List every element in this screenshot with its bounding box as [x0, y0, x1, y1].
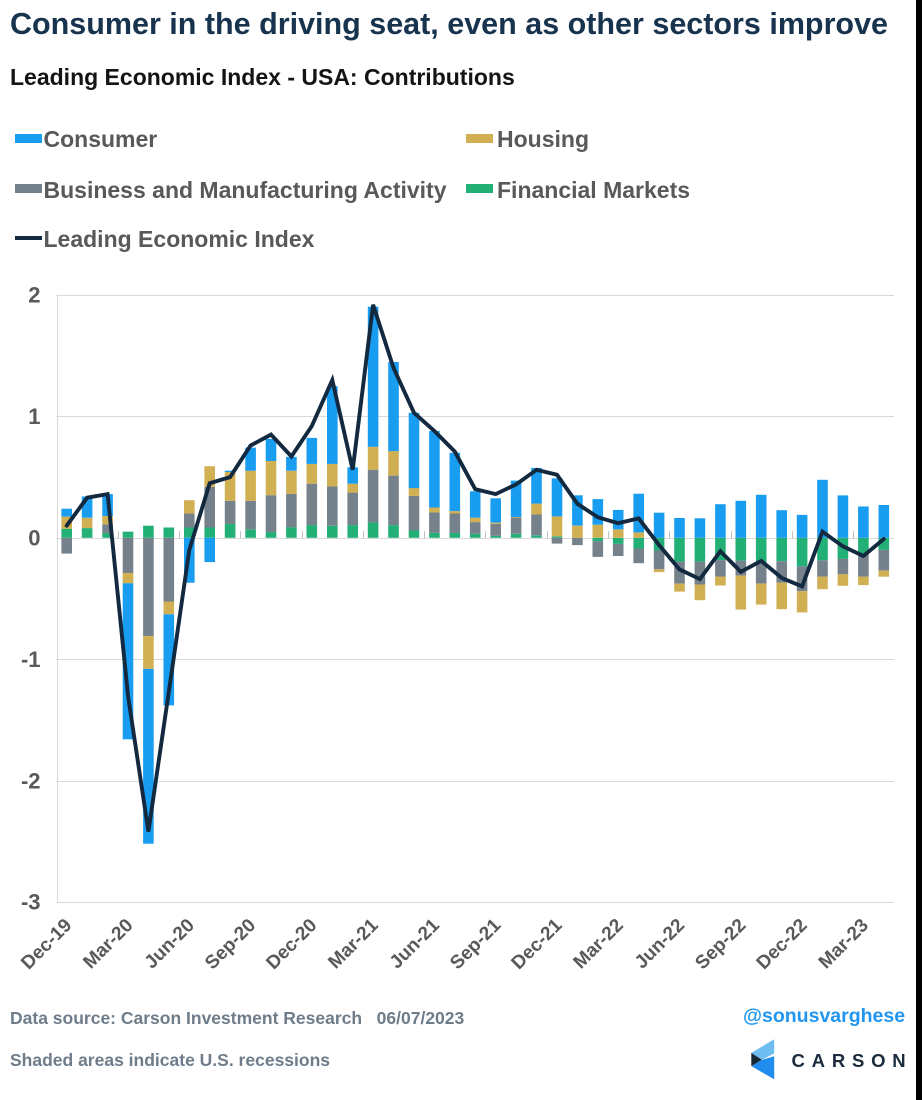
svg-text:Dec-22: Dec-22: [753, 915, 812, 974]
svg-text:Jun-21: Jun-21: [386, 915, 444, 973]
svg-text:Dec-19: Dec-19: [17, 915, 76, 974]
svg-text:-1: -1: [21, 647, 41, 672]
svg-text:Sep-20: Sep-20: [201, 915, 260, 974]
svg-text:Sep-21: Sep-21: [446, 915, 505, 974]
svg-text:-2: -2: [21, 768, 41, 793]
svg-text:2: 2: [28, 283, 40, 308]
svg-text:Jun-22: Jun-22: [631, 915, 689, 973]
svg-text:Mar-22: Mar-22: [570, 915, 628, 973]
svg-text:Jun-20: Jun-20: [141, 915, 199, 973]
svg-text:-3: -3: [21, 890, 41, 915]
svg-text:0: 0: [28, 526, 40, 551]
svg-text:Mar-23: Mar-23: [815, 915, 873, 973]
svg-text:Mar-21: Mar-21: [324, 915, 382, 973]
svg-text:Mar-20: Mar-20: [79, 915, 137, 973]
svg-text:1: 1: [28, 404, 40, 429]
svg-text:Dec-20: Dec-20: [262, 915, 321, 974]
svg-text:Dec-21: Dec-21: [508, 915, 567, 974]
svg-text:Sep-22: Sep-22: [691, 915, 750, 974]
